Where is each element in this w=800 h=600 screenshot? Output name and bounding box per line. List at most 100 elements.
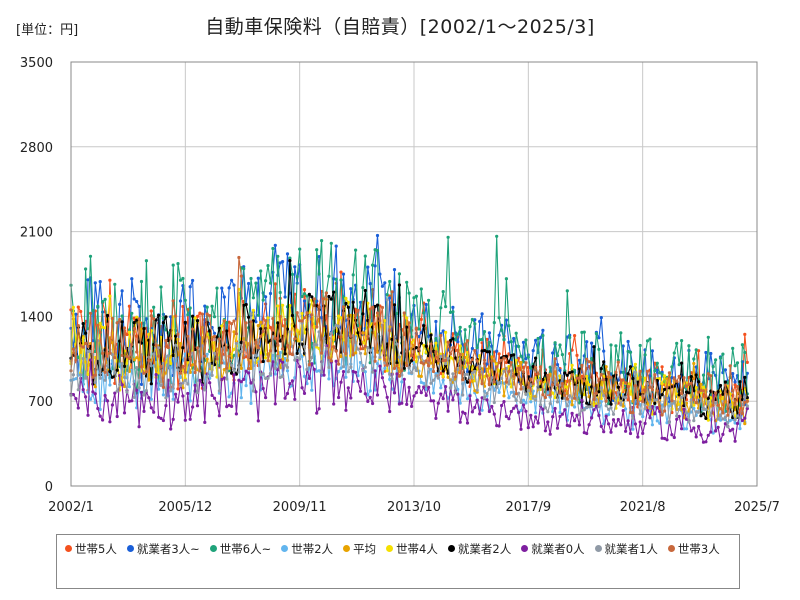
- data-point: [680, 361, 684, 365]
- data-point: [723, 383, 728, 387]
- data-point: [697, 349, 701, 353]
- data-point: [509, 385, 513, 389]
- data-point: [237, 378, 241, 382]
- data-point: [697, 390, 701, 394]
- data-point: [361, 331, 365, 335]
- data-point: [149, 309, 153, 313]
- data-point: [159, 416, 163, 420]
- data-point: [653, 373, 657, 377]
- legend-entry: 世帯6人~: [209, 541, 271, 557]
- data-point: [536, 372, 540, 376]
- data-point: [621, 344, 625, 348]
- data-point: [322, 336, 326, 340]
- data-point: [422, 324, 426, 328]
- data-point: [164, 396, 168, 400]
- data-point: [431, 391, 436, 395]
- data-point: [504, 414, 508, 419]
- data-point: [332, 290, 336, 294]
- data-point: [81, 345, 85, 349]
- data-point: [555, 426, 560, 430]
- data-point: [405, 325, 409, 329]
- data-point: [514, 404, 518, 408]
- data-point: [551, 391, 555, 395]
- data-point: [346, 370, 350, 374]
- data-point: [210, 373, 214, 377]
- data-point: [577, 376, 582, 380]
- data-point: [76, 388, 80, 392]
- data-point: [105, 364, 110, 368]
- data-point: [339, 270, 343, 274]
- data-point: [548, 402, 552, 406]
- data-point: [570, 370, 574, 374]
- data-point: [597, 336, 601, 340]
- data-point: [643, 376, 647, 380]
- data-point: [266, 316, 270, 320]
- data-point: [692, 361, 696, 366]
- data-point: [385, 369, 389, 373]
- data-point: [427, 385, 431, 389]
- data-point: [594, 391, 599, 395]
- data-point: [414, 326, 418, 330]
- data-point: [88, 254, 93, 258]
- data-point: [728, 403, 732, 407]
- data-point: [419, 317, 423, 321]
- data-point: [137, 386, 141, 390]
- data-point: [735, 414, 740, 418]
- data-point: [519, 360, 523, 365]
- data-point: [687, 391, 691, 395]
- data-point: [259, 269, 263, 273]
- data-point: [524, 357, 528, 361]
- data-point: [558, 391, 562, 395]
- data-point: [733, 421, 737, 425]
- data-point: [217, 337, 221, 341]
- data-point: [251, 308, 255, 312]
- data-point: [650, 349, 655, 353]
- data-point: [645, 382, 650, 386]
- data-point: [500, 328, 504, 332]
- data-point: [198, 378, 202, 382]
- data-point: [638, 392, 642, 396]
- data-point: [358, 331, 363, 335]
- data-point: [256, 313, 260, 317]
- data-point: [74, 377, 78, 381]
- data-point: [74, 358, 78, 362]
- data-point: [563, 408, 567, 412]
- data-point: [482, 396, 487, 400]
- data-point: [247, 315, 251, 319]
- data-point: [171, 417, 175, 421]
- data-point: [405, 402, 409, 406]
- data-point: [322, 373, 326, 377]
- data-point: [427, 298, 431, 302]
- data-point: [93, 380, 97, 385]
- data-point: [504, 354, 508, 358]
- data-point: [468, 324, 472, 329]
- data-point: [210, 338, 214, 342]
- data-point: [692, 357, 696, 361]
- data-point: [446, 375, 450, 379]
- data-point: [157, 313, 161, 317]
- data-point: [108, 278, 112, 282]
- data-point: [731, 427, 735, 431]
- data-point: [517, 410, 521, 414]
- data-point: [302, 292, 307, 296]
- data-point: [259, 351, 263, 355]
- data-point: [592, 397, 596, 401]
- data-point: [344, 408, 348, 412]
- data-point: [127, 330, 131, 334]
- data-point: [565, 289, 569, 293]
- data-point: [354, 340, 358, 344]
- data-point: [456, 340, 460, 344]
- data-point: [271, 360, 275, 364]
- data-point: [675, 379, 679, 383]
- data-point: [694, 410, 698, 414]
- data-point: [507, 417, 511, 421]
- x-tick-label: 2002/1: [48, 500, 94, 515]
- data-point: [429, 367, 433, 371]
- data-point: [354, 351, 358, 355]
- data-point: [585, 357, 589, 361]
- data-point: [517, 366, 521, 370]
- data-point: [743, 332, 747, 336]
- data-point: [677, 414, 681, 418]
- data-point: [487, 350, 491, 354]
- data-point: [458, 325, 462, 329]
